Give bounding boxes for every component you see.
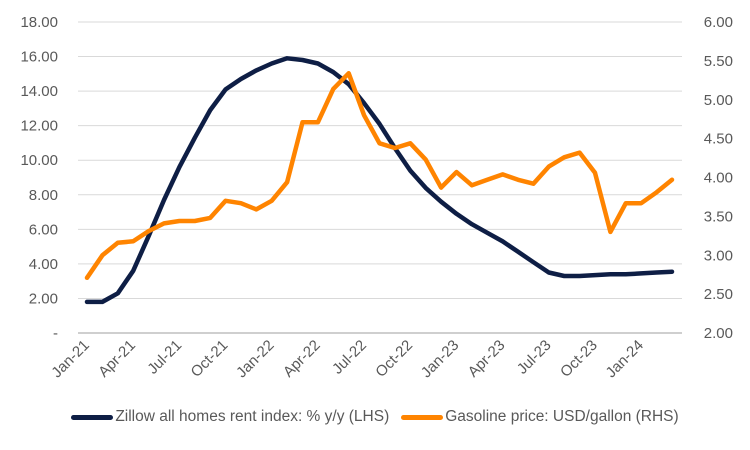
legend-label-rent: Zillow all homes rent index: % y/y (LHS) xyxy=(115,408,390,425)
x-tick-label: Apr-23 xyxy=(465,337,509,381)
x-tick-label: Jan-23 xyxy=(418,337,462,381)
right-tick-label: 3.50 xyxy=(704,208,733,225)
left-axis-ticks: - 2.00 4.00 6.00 8.00 10.00 12.00 14.00 16.00 18.… xyxy=(20,14,58,342)
x-tick-label: Jan-21 xyxy=(48,337,92,381)
x-tick-label: Jan-24 xyxy=(603,337,647,381)
legend: Zillow all homes rent index: % y/y (LHS)… xyxy=(0,408,750,426)
left-tick-label: 14.00 xyxy=(20,83,58,100)
series-line-gasoline xyxy=(84,71,675,281)
legend-label-gasoline: Gasoline price: USD/gallon (RHS) xyxy=(445,408,679,425)
left-tick-label: 16.00 xyxy=(20,49,58,66)
x-tick-label: Apr-21 xyxy=(95,337,139,381)
right-tick-label: 3.00 xyxy=(704,247,733,264)
left-tick-label: 12.00 xyxy=(20,118,58,135)
x-tick-label: Jul-23 xyxy=(514,337,555,378)
left-tick-label: 6.00 xyxy=(29,221,58,238)
series-line-rent xyxy=(84,56,675,305)
right-tick-label: 5.50 xyxy=(704,53,733,70)
right-tick-label: 2.00 xyxy=(704,325,733,342)
x-tick-label: Oct-23 xyxy=(557,337,601,381)
x-axis-ticks: Jan-21 Apr-21 Jul-21 Oct-21 Jan-22 Apr-22 Jul-… xyxy=(48,337,647,381)
x-tick-label: Oct-22 xyxy=(372,337,416,381)
right-tick-label: 2.50 xyxy=(704,286,733,303)
legend-swatch-rent xyxy=(71,414,114,420)
right-tick-label: 4.50 xyxy=(704,131,733,148)
x-tick-label: Oct-21 xyxy=(188,337,232,381)
legend-swatch-gasoline xyxy=(401,414,444,420)
right-tick-label: 5.00 xyxy=(704,92,733,109)
left-tick-label: 10.00 xyxy=(20,152,58,169)
right-tick-label: 4.00 xyxy=(704,170,733,187)
series-lines xyxy=(84,56,675,305)
left-tick-label: 8.00 xyxy=(29,187,58,204)
right-tick-label: 6.00 xyxy=(704,14,733,31)
x-tick-label: Jul-22 xyxy=(329,337,370,378)
left-tick-label: - xyxy=(53,325,58,342)
gridlines xyxy=(78,21,682,334)
left-tick-label: 2.00 xyxy=(29,290,58,307)
legend-item-rent: Zillow all homes rent index: % y/y (LHS) xyxy=(71,408,389,426)
x-tick-label: Jan-22 xyxy=(233,337,277,381)
x-tick-label: Apr-22 xyxy=(280,337,324,381)
x-tick-label: Jul-21 xyxy=(144,337,185,378)
left-tick-label: 4.00 xyxy=(29,256,58,273)
legend-item-gasoline: Gasoline price: USD/gallon (RHS) xyxy=(401,408,679,426)
right-axis-ticks: 2.00 2.50 3.00 3.50 4.00 4.50 5.00 5.50 6.00 xyxy=(704,14,733,342)
left-tick-label: 18.00 xyxy=(20,14,58,31)
